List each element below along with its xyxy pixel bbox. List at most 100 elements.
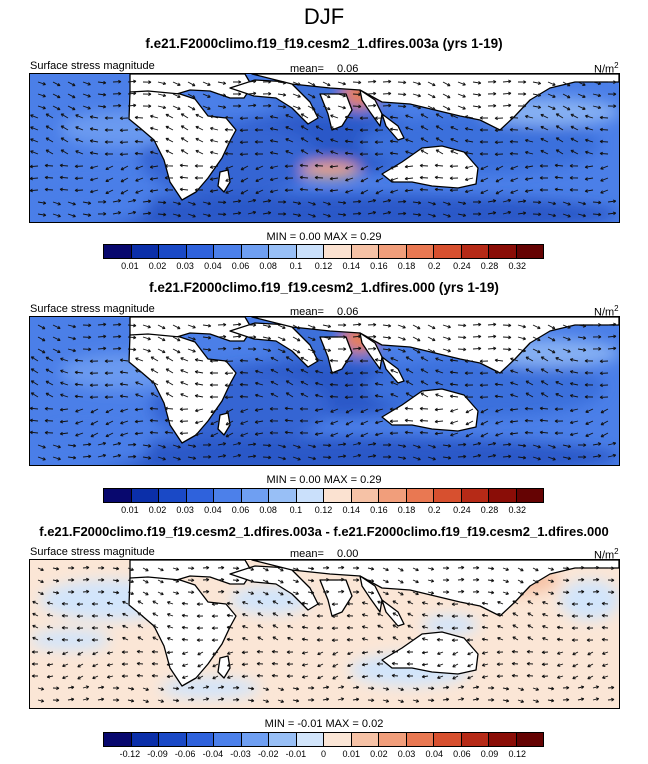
wind-arrow [60,357,69,362]
wind-arrow [367,454,377,458]
wind-arrow [240,432,249,437]
wind-arrow [472,565,480,570]
colorbar-tick-label: 0.01 [342,749,360,759]
wind-arrow [97,92,107,97]
wind-arrow [577,105,586,110]
wind-arrow [164,406,174,411]
wind-arrow [464,115,474,119]
wind-arrow [449,382,459,387]
wind-arrow [292,579,299,583]
wind-arrow [209,359,218,363]
wind-arrow [92,663,99,668]
wind-arrow [286,674,294,678]
wind-arrow [427,324,436,330]
wind-arrow [600,165,609,170]
wind-arrow [307,324,316,329]
wind-arrow [164,176,174,180]
wind-arrow [435,369,444,374]
wind-arrow [532,200,542,205]
wind-arrow [562,697,570,702]
contour-region [422,615,478,635]
wind-arrow [555,381,564,386]
wind-arrow [82,454,92,459]
wind-arrow [577,93,586,98]
wind-arrow [209,126,219,131]
wind-vectors [30,79,617,218]
colorbar-swatch [489,733,517,746]
wind-arrow [152,624,159,629]
wind-arrow [322,589,330,594]
wind-arrow [397,324,406,329]
wind-arrow [481,613,489,618]
colorbar-tick-label: 0.2 [427,505,441,515]
wind-arrow [457,323,467,328]
wind-arrow [82,577,90,582]
landmass [251,560,619,617]
wind-arrow [91,638,99,642]
wind-arrow [599,383,609,388]
wind-arrow [224,383,234,388]
panel-2-max-label: MAX = [323,474,358,486]
wind-arrow [104,383,114,387]
wind-arrow [62,675,69,680]
wind-arrow [82,442,92,447]
wind-arrow [187,81,196,87]
wind-arrow [97,334,107,339]
wind-arrow [532,105,542,109]
wind-arrow [375,165,384,171]
wind-arrow [601,601,609,606]
wind-arrow [330,138,339,143]
wind-arrow [37,444,46,449]
wind-arrow [577,324,587,328]
wind-arrow [554,407,564,411]
landmass [229,79,319,125]
wind-arrow [607,199,617,204]
wind-arrow [262,567,269,572]
wind-arrow [314,369,324,374]
wind-arrow [382,443,392,447]
wind-arrow [272,612,279,617]
wind-arrow [202,347,212,352]
wind-arrow [412,93,422,98]
wind-arrow [150,368,159,374]
wind-arrow [577,455,587,459]
wind-arrow [172,201,182,206]
wind-arrow [232,211,242,215]
wind-arrow [457,442,467,447]
wind-arrow [540,125,549,131]
landmass [381,631,479,675]
wind-arrow [502,335,512,340]
wind-arrow [517,211,527,215]
colorbar-swatch [351,489,379,502]
wind-arrow [82,347,92,352]
wind-arrow [599,139,609,144]
wind-arrow [352,211,362,216]
wind-arrow [211,602,219,606]
colorbar-tick-label: 0.16 [370,505,388,515]
wind-arrow [577,697,585,702]
wind-arrow [112,211,122,215]
wind-arrow [37,348,46,354]
wind-arrow [435,149,444,155]
wind-arrow [367,698,375,703]
wind-arrow [180,369,189,374]
wind-arrow [75,114,84,119]
wind-arrow [112,91,122,96]
panel-2-mean-label: mean= [290,306,324,318]
panel-2-min-label: MIN = [266,474,297,486]
wind-arrow [374,408,384,413]
wind-arrow [420,392,429,398]
wind-arrow [52,324,61,330]
wind-arrow [315,125,324,131]
wind-arrow [464,127,474,131]
wind-arrow [277,687,285,691]
wind-arrow [472,93,482,97]
wind-arrow [404,188,414,193]
wind-arrow [277,591,284,596]
wind-arrow [554,187,564,192]
wind-arrow [97,697,105,702]
wind-arrow [135,369,144,374]
colorbar-swatch [186,733,214,746]
panel-1-map [29,73,620,223]
wind-arrow [45,392,54,398]
